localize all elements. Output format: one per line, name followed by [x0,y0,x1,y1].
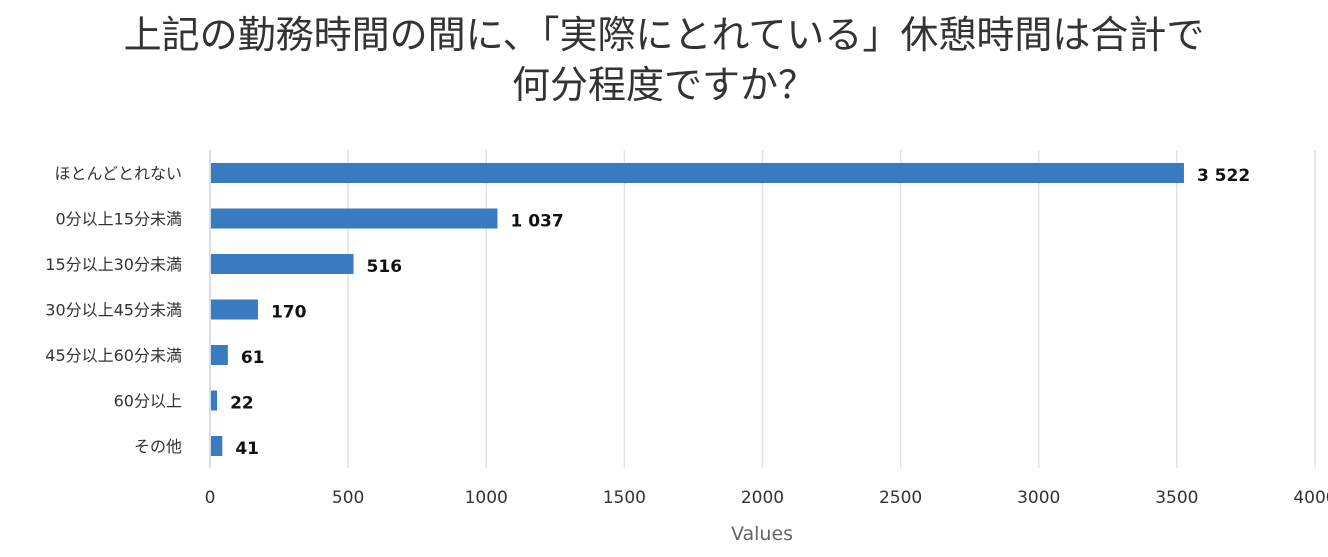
bar [211,299,258,320]
bar [211,254,354,274]
x-tick-label: 1000 [465,488,508,508]
data-label: 22 [230,394,254,414]
data-label: 61 [241,348,265,368]
bar [211,436,223,456]
category-label: 30分以上45分未満 [45,301,182,320]
category-label: 15分以上30分未満 [45,255,182,274]
x-tick-label: 1500 [603,488,646,508]
x-tick-label: 2000 [741,488,784,508]
bar [211,163,1184,183]
x-tick-label: 3500 [1155,488,1198,508]
x-tick-label: 500 [332,488,364,508]
x-tick-label: 4000 [1293,488,1328,508]
bar [211,345,228,365]
data-label: 3 522 [1197,166,1250,186]
category-label: 60分以上 [114,392,182,411]
chart-title-line2: 何分程度ですか？ [511,63,816,107]
category-label: その他 [134,437,182,456]
x-axis-label: Values [731,523,793,545]
chart-title-line1: 上記の勤務時間の間に、「実際にとれている」休憩時間は合計で [123,13,1205,57]
bar [211,390,218,411]
chart-title: 上記の勤務時間の間に、「実際にとれている」休憩時間は合計で 何分程度ですか？ [0,10,1328,110]
x-tick-label: 3000 [1017,488,1060,508]
category-label: 45分以上60分未満 [45,346,182,365]
data-label: 1 037 [510,212,563,232]
bar [211,208,498,229]
data-label: 41 [235,439,259,459]
category-label: 0分以上15分未満 [55,210,182,229]
x-tick-label: 0 [205,488,216,508]
category-label: ほとんどとれない [54,164,182,183]
data-label: 170 [271,303,307,323]
data-label: 516 [367,257,403,277]
x-tick-label: 2500 [879,488,922,508]
